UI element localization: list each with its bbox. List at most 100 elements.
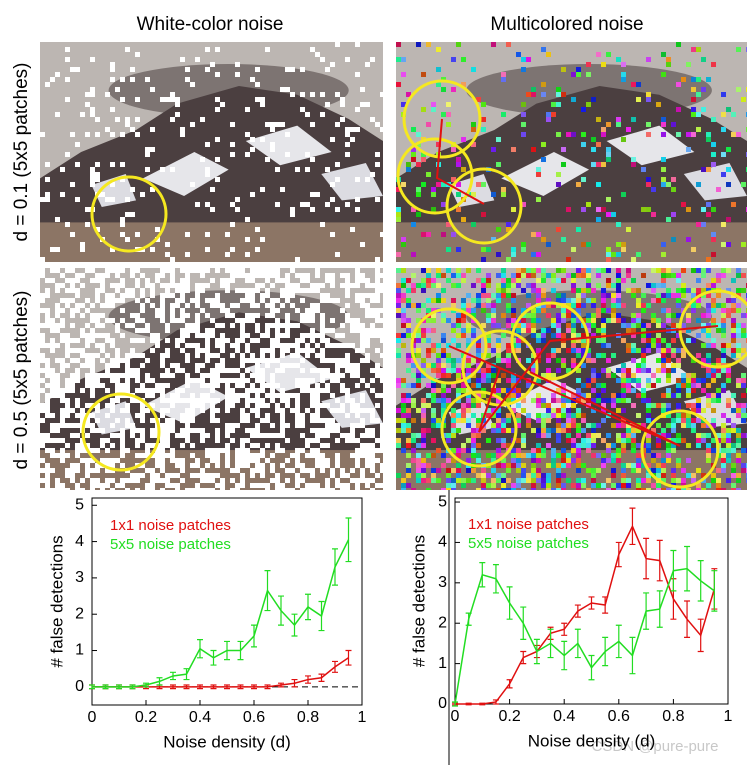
noise-patch	[90, 393, 95, 398]
noise-patch	[566, 478, 571, 483]
noise-patch	[140, 438, 145, 443]
noise-patch	[250, 428, 255, 433]
noise-patch	[360, 242, 365, 247]
error-bar	[656, 539, 663, 582]
noise-patch	[265, 483, 270, 488]
noise-patch	[250, 483, 255, 488]
noise-patch	[340, 358, 345, 363]
noise-patch	[576, 298, 581, 303]
noise-patch	[741, 383, 746, 388]
noise-patch	[456, 323, 461, 328]
noise-patch	[140, 288, 145, 293]
noise-patch	[190, 82, 195, 87]
noise-patch	[360, 293, 365, 298]
noise-patch	[606, 443, 611, 448]
noise-patch	[300, 478, 305, 483]
noise-patch	[486, 413, 491, 418]
noise-patch	[421, 283, 426, 288]
noise-patch	[511, 252, 516, 257]
noise-patch	[235, 383, 240, 388]
noise-patch	[431, 383, 436, 388]
noise-patch	[315, 463, 320, 468]
noise-patch	[370, 458, 375, 463]
error-bar	[305, 675, 311, 684]
noise-patch	[496, 288, 501, 293]
noise-patch	[491, 408, 496, 413]
noise-patch	[566, 257, 571, 262]
noise-patch	[95, 293, 100, 298]
noise-patch	[360, 423, 365, 428]
noise-patch	[466, 268, 471, 273]
noise-patch	[621, 398, 626, 403]
noise-patch	[406, 473, 411, 478]
noise-patch	[210, 418, 215, 423]
noise-patch	[45, 162, 50, 167]
noise-patch	[646, 488, 651, 490]
noise-patch	[95, 273, 100, 278]
noise-patch	[65, 408, 70, 413]
noise-patch	[110, 373, 115, 378]
noise-patch	[230, 368, 235, 373]
noise-patch	[265, 47, 270, 52]
noise-patch	[380, 463, 383, 468]
noise-patch	[130, 67, 135, 72]
noise-patch	[421, 433, 426, 438]
noise-patch	[100, 483, 105, 488]
noise-patch	[320, 348, 325, 353]
noise-patch	[571, 458, 576, 463]
noise-patch	[481, 257, 486, 262]
noise-patch	[280, 323, 285, 328]
noise-patch	[656, 333, 661, 338]
noise-patch	[215, 47, 220, 52]
noise-patch	[476, 398, 481, 403]
noise-patch	[606, 478, 611, 483]
noise-patch	[726, 438, 731, 443]
noise-patch	[501, 443, 506, 448]
noise-patch	[135, 232, 140, 237]
noise-patch	[696, 383, 701, 388]
noise-patch	[255, 368, 260, 373]
noise-patch	[416, 303, 421, 308]
noise-patch	[345, 132, 350, 137]
noise-patch	[145, 77, 150, 82]
noise-patch	[661, 268, 666, 273]
noise-patch	[596, 398, 601, 403]
noise-patch	[250, 318, 255, 323]
noise-patch	[411, 222, 416, 227]
noise-patch	[125, 212, 130, 217]
noise-patch	[260, 433, 265, 438]
noise-patch	[576, 458, 581, 463]
noise-patch	[511, 488, 516, 490]
noise-patch	[691, 288, 696, 293]
noise-patch	[380, 308, 383, 313]
noise-patch	[421, 278, 426, 283]
noise-patch	[536, 458, 541, 463]
noise-patch	[75, 453, 80, 458]
noise-patch	[716, 303, 721, 308]
noise-patch	[646, 333, 651, 338]
noise-patch	[230, 428, 235, 433]
noise-patch	[95, 298, 100, 303]
noise-patch	[481, 117, 486, 122]
noise-patch	[210, 408, 215, 413]
noise-patch	[506, 283, 511, 288]
noise-patch	[40, 308, 45, 313]
noise-patch	[200, 398, 205, 403]
noise-patch	[536, 418, 541, 423]
noise-patch	[631, 378, 636, 383]
noise-patch	[396, 408, 401, 413]
noise-patch	[666, 318, 671, 323]
noise-patch	[601, 383, 606, 388]
noise-patch	[526, 323, 531, 328]
noise-patch	[55, 72, 60, 77]
noise-patch	[345, 278, 350, 283]
noise-patch	[145, 328, 150, 333]
noise-patch	[70, 67, 75, 72]
error-bar	[197, 639, 203, 659]
noise-patch	[230, 278, 235, 283]
noise-patch	[491, 147, 496, 152]
noise-patch	[706, 283, 711, 288]
noise-patch	[666, 57, 671, 62]
noise-patch	[426, 318, 431, 323]
